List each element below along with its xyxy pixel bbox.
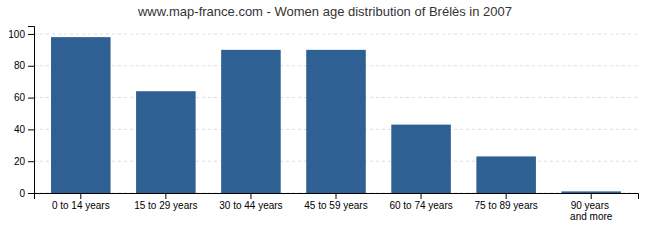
tick-mark xyxy=(28,129,34,130)
tick: 80 xyxy=(14,60,34,71)
tick-mark xyxy=(28,98,34,99)
chart: www.map-france.com - Women age distribut… xyxy=(0,0,650,229)
tick-mark xyxy=(80,193,81,199)
tick-label: 90 years and more xyxy=(570,200,613,222)
plot: 0 20 40 60 80 100 0 to 14 years 15 to 29 years 3… xyxy=(8,27,638,223)
y-axis: 0 20 40 60 80 100 xyxy=(8,27,34,199)
tick: 0 to 14 years xyxy=(52,193,110,211)
tick: 75 to 89 years xyxy=(474,193,537,211)
tick-mark xyxy=(28,34,34,35)
grid-line xyxy=(34,33,638,34)
tick-mark xyxy=(250,193,251,199)
tick-label: 0 xyxy=(19,188,25,199)
tick-label: 60 to 74 years xyxy=(389,200,452,211)
bar xyxy=(136,91,196,193)
tick-label: 100 xyxy=(8,29,25,40)
tick-label: 40 xyxy=(14,124,26,135)
tick: 60 xyxy=(14,92,34,103)
tick: 30 to 44 years xyxy=(219,193,282,211)
tick-mark xyxy=(28,161,34,162)
bars xyxy=(51,37,621,193)
tick: 45 to 59 years xyxy=(304,193,367,211)
tick-label: 0 to 14 years xyxy=(52,200,110,211)
axis-line xyxy=(28,27,35,194)
tick-mark xyxy=(591,193,592,199)
tick: 40 xyxy=(14,124,34,135)
tick: 20 xyxy=(14,156,34,167)
tick-mark xyxy=(336,193,337,199)
tick: 0 xyxy=(19,188,34,199)
tick-label: 75 to 89 years xyxy=(474,200,537,211)
bar xyxy=(51,37,111,193)
tick-mark xyxy=(506,193,507,199)
bar xyxy=(476,156,536,193)
tick-label: 20 xyxy=(14,156,26,167)
bar xyxy=(221,50,281,193)
tick-mark xyxy=(28,66,34,67)
bar xyxy=(306,50,366,193)
tick-label: 30 to 44 years xyxy=(219,200,282,211)
bar xyxy=(391,125,451,193)
title: www.map-france.com - Women age distribut… xyxy=(137,4,512,19)
tick: 60 to 74 years xyxy=(389,193,452,211)
tick-label: 80 xyxy=(14,60,26,71)
axis-line xyxy=(35,194,639,200)
tick-label: 45 to 59 years xyxy=(304,200,367,211)
tick-label: 60 xyxy=(14,92,26,103)
tick-mark xyxy=(421,193,422,199)
tick-mark xyxy=(28,193,34,194)
tick: 15 to 29 years xyxy=(134,193,197,211)
tick: 100 xyxy=(8,29,34,40)
tick-mark xyxy=(165,193,166,199)
tick: 90 years and more xyxy=(570,193,613,222)
bar xyxy=(561,191,621,193)
grid xyxy=(34,34,638,193)
tick-label: 15 to 29 years xyxy=(134,200,197,211)
x-axis: 0 to 14 years 15 to 29 years 30 to 44 year… xyxy=(35,193,639,222)
